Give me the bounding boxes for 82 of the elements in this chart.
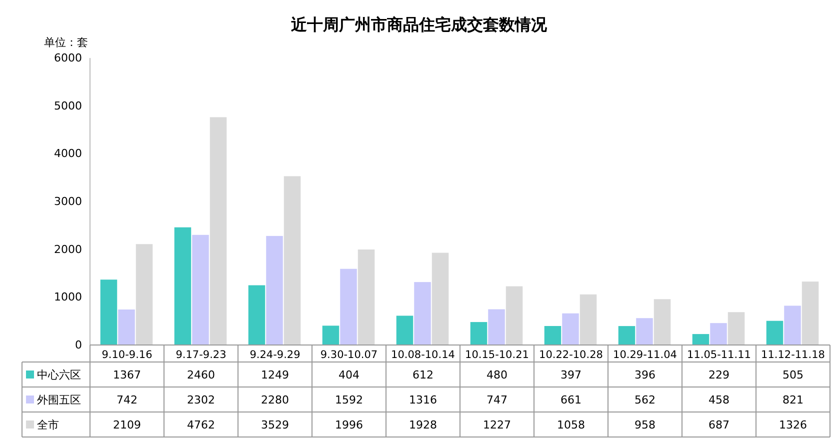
data-label: 562 <box>634 394 656 406</box>
bar <box>580 294 597 345</box>
data-label: 1996 <box>335 418 363 432</box>
data-label: 2460 <box>187 368 215 382</box>
data-label: 458 <box>708 394 730 406</box>
data-label: 1326 <box>779 418 807 432</box>
x-tick-label: 10.08-10.14 <box>391 349 456 361</box>
data-label: 958 <box>634 418 656 432</box>
bar <box>654 299 671 345</box>
x-tick-label: 9.10-9.16 <box>102 349 153 361</box>
y-tick-label: 0 <box>75 338 82 352</box>
x-tick-label: 9.30-10.07 <box>320 349 378 361</box>
bar <box>210 117 227 345</box>
data-label: 2280 <box>261 394 289 406</box>
x-tick-label: 10.22-10.28 <box>539 349 603 361</box>
bar <box>340 268 357 345</box>
legend-label: 全市 <box>37 418 59 432</box>
data-label: 1227 <box>483 418 511 432</box>
bar <box>266 236 283 345</box>
data-label: 396 <box>634 368 656 382</box>
bar <box>784 306 801 345</box>
bar <box>802 282 819 345</box>
y-axis-title: 单位：套 <box>44 36 88 49</box>
data-label: 821 <box>782 394 804 406</box>
bar <box>618 326 636 345</box>
bar <box>766 320 784 345</box>
bar <box>136 244 153 345</box>
bar <box>414 282 431 345</box>
data-label: 1367 <box>113 368 141 382</box>
bar <box>358 250 375 345</box>
bar <box>192 234 209 345</box>
bar <box>470 322 488 345</box>
bar <box>506 286 523 345</box>
bar <box>284 176 301 345</box>
y-tick-label: 4000 <box>54 147 82 160</box>
x-tick-label: 10.15-10.21 <box>465 349 529 361</box>
data-label: 404 <box>338 368 360 382</box>
bar <box>544 326 562 345</box>
data-label: 1316 <box>409 394 437 406</box>
data-label: 505 <box>782 368 804 382</box>
bar <box>432 252 449 345</box>
y-tick-label: 3000 <box>54 195 82 208</box>
bar <box>118 310 135 345</box>
data-label: 1928 <box>409 418 437 432</box>
y-tick-label: 1000 <box>54 290 82 304</box>
data-label: 612 <box>412 368 434 382</box>
legend-label: 外围五区 <box>37 394 81 406</box>
bar <box>396 316 414 345</box>
bar <box>100 280 118 345</box>
data-label: 747 <box>486 394 508 406</box>
y-tick-label: 2000 <box>54 242 82 256</box>
bar <box>692 334 710 345</box>
x-tick-label: 9.17-9.23 <box>176 349 226 361</box>
data-label: 2302 <box>187 394 215 406</box>
x-tick-label: 9.24-9.29 <box>250 349 300 361</box>
bar <box>562 313 579 345</box>
data-label: 397 <box>560 368 582 382</box>
data-label: 4762 <box>187 418 215 432</box>
data-label: 2109 <box>113 418 141 432</box>
data-label: 1058 <box>557 418 585 432</box>
bar <box>248 285 266 345</box>
y-tick-label: 6000 <box>54 52 82 65</box>
y-tick-label: 5000 <box>54 99 82 112</box>
chart-title: 近十周广州市商品住宅成交套数情况 <box>290 15 548 34</box>
data-label: 742 <box>116 394 138 406</box>
x-tick-label: 11.05-11.11 <box>687 349 751 361</box>
bar <box>636 318 653 345</box>
data-label: 1592 <box>335 394 363 406</box>
data-label: 229 <box>708 368 730 382</box>
bar <box>710 323 727 345</box>
bar <box>322 326 340 345</box>
data-label: 3529 <box>261 418 289 432</box>
data-label: 687 <box>708 418 730 432</box>
data-label: 480 <box>486 368 508 382</box>
bar <box>728 312 745 345</box>
x-tick-label: 10.29-11.04 <box>613 349 678 361</box>
data-label: 1249 <box>261 368 289 382</box>
bar <box>488 309 505 345</box>
legend-label: 中心六区 <box>37 368 81 382</box>
x-tick-label: 11.12-11.18 <box>761 349 825 361</box>
bar <box>174 227 192 345</box>
data-label: 661 <box>560 394 582 406</box>
